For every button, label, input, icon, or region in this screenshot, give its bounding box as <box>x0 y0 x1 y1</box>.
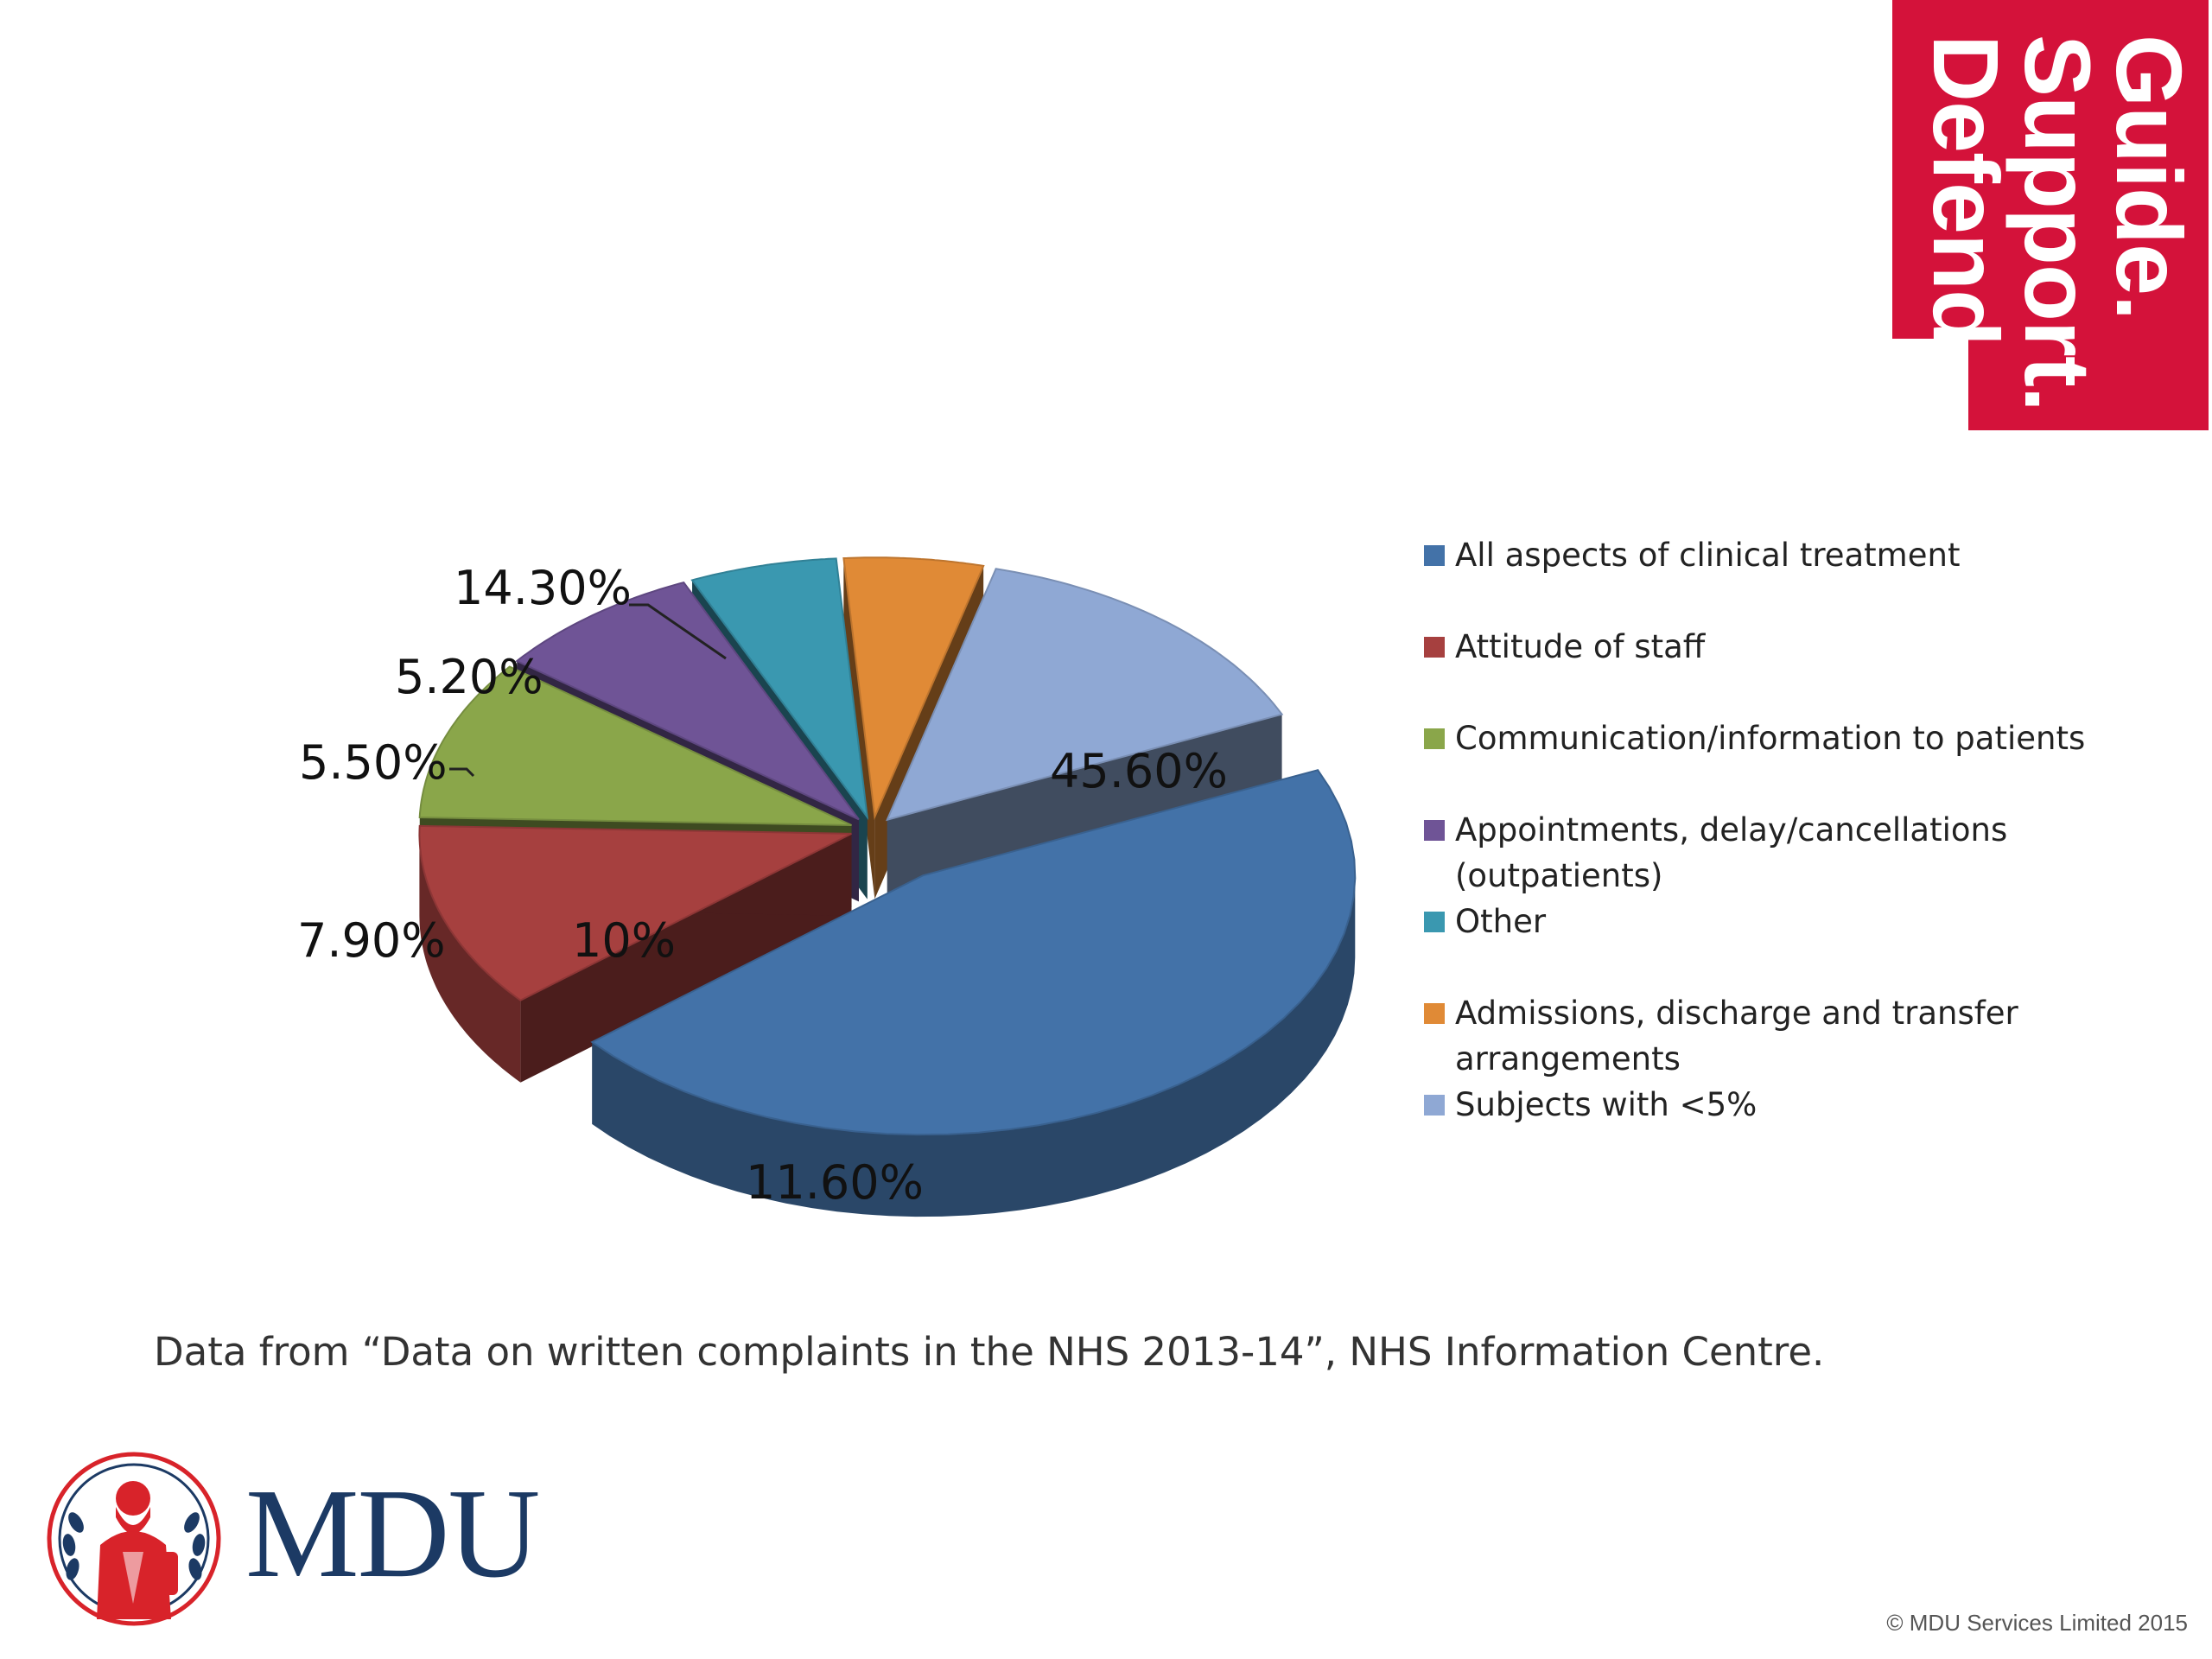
legend-label: Other <box>1455 903 1547 940</box>
leader-line <box>629 603 727 660</box>
legend-swatch <box>1424 820 1445 841</box>
legend-label: All aspects of clinical treatment <box>1455 537 1961 574</box>
tagline-notch <box>1892 339 1968 430</box>
legend-swatch <box>1424 1003 1445 1024</box>
pie-value-label: 5.20% <box>395 649 543 704</box>
legend-swatch <box>1424 728 1445 749</box>
legend-label: Attitude of staff <box>1455 628 1706 665</box>
pie-slice-top <box>590 769 1357 1136</box>
pie-slice-top <box>842 556 985 821</box>
mdu-wordmark: MDU <box>245 1463 540 1605</box>
pie-slice-top <box>418 665 852 827</box>
leader-line <box>449 767 475 778</box>
legend-swatch <box>1424 912 1445 932</box>
pie-slice-side <box>592 875 1356 1217</box>
pie-value-label: 7.90% <box>297 912 446 968</box>
pie-slice <box>418 824 852 1083</box>
pie-slice <box>590 769 1357 1217</box>
pie-value-label: 10% <box>572 912 677 968</box>
legend-label: Subjects with <5% <box>1455 1086 1758 1123</box>
pie-value-label: 45.60% <box>1050 743 1228 798</box>
legend-swatch <box>1424 637 1445 658</box>
pie-slice <box>886 568 1284 902</box>
pie-slice-wall <box>887 714 1282 902</box>
mdu-emblem-icon <box>47 1452 221 1626</box>
pie-slice-top <box>886 568 1284 822</box>
legend-swatch <box>1424 545 1445 566</box>
pie-value-label: 5.50% <box>299 734 448 790</box>
pie-slice-top <box>418 824 852 1001</box>
legend-label: Appointments, delay/cancellations (outpa… <box>1455 811 2008 894</box>
legend-label: Communication/information to patients <box>1455 720 2086 757</box>
pie-value-label: 11.60% <box>746 1154 924 1210</box>
pie-slice-side <box>419 833 521 1083</box>
source-note: Data from “Data on written complaints in… <box>154 1329 1825 1375</box>
pie-value-label: 14.30% <box>454 560 632 615</box>
legend-label: Admissions, discharge and transfer arran… <box>1455 995 2018 1077</box>
pie-slice-top <box>515 581 860 821</box>
legend-swatch <box>1424 1095 1445 1116</box>
copyright-notice: © MDU Services Limited 2015 <box>1886 1610 2188 1636</box>
pie-slice-top <box>690 557 869 821</box>
